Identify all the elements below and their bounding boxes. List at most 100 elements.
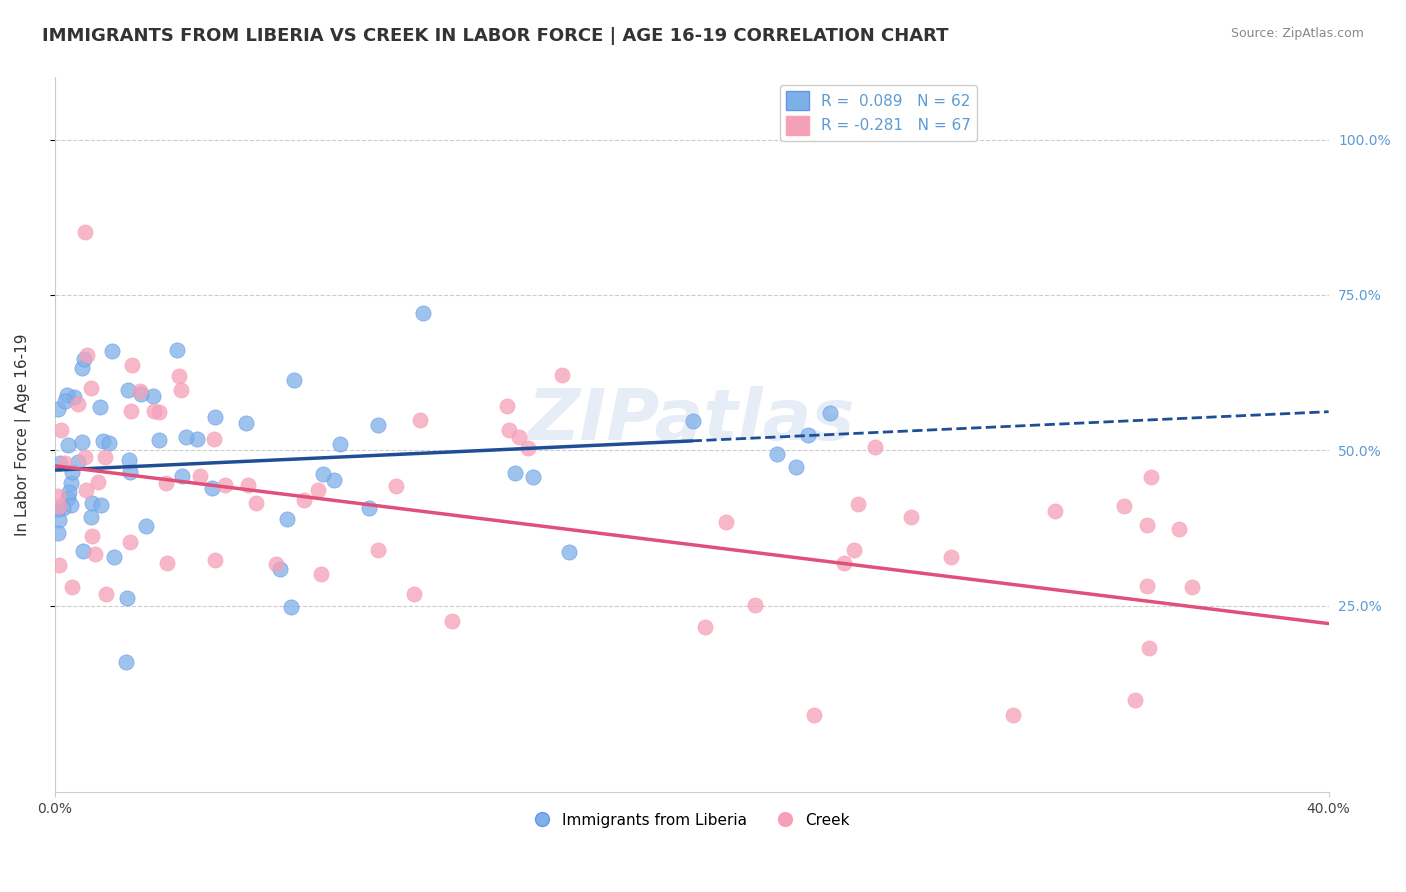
Point — [120, 404, 142, 418]
Point — [118, 453, 141, 467]
Point — [56, 491, 79, 506]
Point — [204, 432, 226, 446]
Point — [204, 410, 226, 425]
Point — [166, 343, 188, 357]
Point — [558, 545, 581, 559]
Point — [117, 591, 139, 606]
Point — [1181, 580, 1204, 594]
Point — [846, 496, 869, 510]
Point — [135, 519, 157, 533]
Point — [72, 351, 94, 366]
Point — [409, 413, 432, 427]
Point — [1045, 504, 1067, 518]
Point — [101, 343, 124, 358]
Point — [67, 455, 90, 469]
Point — [66, 397, 89, 411]
Point — [129, 384, 152, 399]
Point — [48, 499, 70, 513]
Point — [89, 401, 111, 415]
Point — [90, 499, 112, 513]
Point — [167, 368, 190, 383]
Point — [60, 580, 83, 594]
Point — [322, 474, 344, 488]
Y-axis label: In Labor Force | Age 16-19: In Labor Force | Age 16-19 — [15, 334, 31, 536]
Point — [551, 368, 574, 383]
Point — [283, 373, 305, 387]
Point — [939, 549, 962, 564]
Point — [1114, 499, 1136, 513]
Point — [53, 394, 76, 409]
Point — [142, 389, 165, 403]
Point — [170, 469, 193, 483]
Point — [118, 535, 141, 549]
Point — [1125, 693, 1147, 707]
Point — [83, 547, 105, 561]
Point — [174, 430, 197, 444]
Point — [121, 358, 143, 372]
Point — [1137, 640, 1160, 655]
Point — [269, 562, 291, 576]
Point — [276, 512, 298, 526]
Point — [367, 543, 389, 558]
Point — [441, 614, 464, 628]
Point — [91, 434, 114, 448]
Point — [785, 460, 807, 475]
Point — [1136, 579, 1159, 593]
Point — [503, 467, 526, 481]
Point — [292, 493, 315, 508]
Point — [384, 478, 406, 492]
Point — [155, 557, 177, 571]
Point — [72, 544, 94, 558]
Point — [797, 428, 820, 442]
Point — [357, 501, 380, 516]
Point — [59, 476, 82, 491]
Point — [170, 384, 193, 398]
Point — [94, 450, 117, 464]
Point — [98, 436, 121, 450]
Point — [53, 457, 76, 471]
Point — [80, 496, 103, 510]
Point — [201, 482, 224, 496]
Point — [404, 587, 426, 601]
Point — [312, 467, 335, 482]
Text: IMMIGRANTS FROM LIBERIA VS CREEK IN LABOR FORCE | AGE 16-19 CORRELATION CHART: IMMIGRANTS FROM LIBERIA VS CREEK IN LABO… — [42, 27, 949, 45]
Point — [80, 529, 103, 543]
Point — [522, 470, 544, 484]
Point — [48, 513, 70, 527]
Point — [766, 448, 789, 462]
Point — [264, 557, 287, 571]
Point — [46, 489, 69, 503]
Point — [238, 478, 260, 492]
Point — [309, 567, 332, 582]
Legend: Immigrants from Liberia, Creek: Immigrants from Liberia, Creek — [529, 807, 855, 834]
Point — [235, 416, 257, 430]
Point — [115, 655, 138, 669]
Point — [58, 484, 80, 499]
Point — [1001, 708, 1024, 723]
Point — [155, 475, 177, 490]
Point — [508, 430, 530, 444]
Point — [1139, 469, 1161, 483]
Text: Source: ZipAtlas.com: Source: ZipAtlas.com — [1230, 27, 1364, 40]
Point — [695, 620, 717, 634]
Point — [80, 509, 103, 524]
Point — [118, 465, 141, 479]
Point — [280, 600, 302, 615]
Point — [148, 405, 170, 419]
Point — [214, 477, 236, 491]
Point — [55, 388, 77, 402]
Point — [46, 525, 69, 540]
Point — [744, 598, 766, 612]
Point — [1136, 518, 1159, 533]
Point — [496, 399, 519, 413]
Point — [80, 381, 103, 395]
Point — [863, 440, 886, 454]
Point — [73, 225, 96, 239]
Point — [832, 556, 855, 570]
Point — [245, 495, 267, 509]
Point — [59, 498, 82, 512]
Point — [48, 558, 70, 572]
Point — [52, 501, 75, 516]
Point — [70, 434, 93, 449]
Point — [129, 387, 152, 401]
